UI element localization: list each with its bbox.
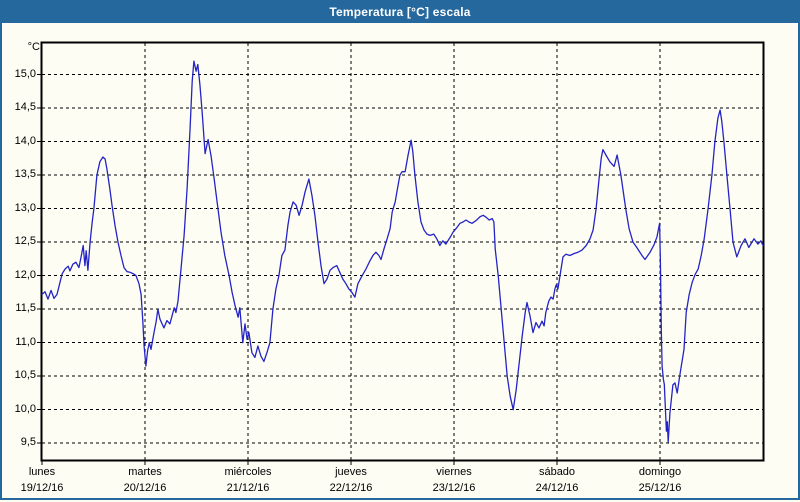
day-date-label: 22/12/16 bbox=[329, 482, 373, 494]
day-name-label: martes bbox=[128, 466, 162, 478]
day-name-label: lunes bbox=[28, 466, 56, 478]
y-tick-label: 14,5 bbox=[14, 101, 36, 114]
y-tick-label: 10,0 bbox=[14, 402, 36, 415]
day-date-label: 20/12/16 bbox=[123, 482, 167, 494]
day-name-label: viernes bbox=[436, 466, 472, 478]
y-tick-label: 13,5 bbox=[14, 168, 36, 181]
y-axis-unit-label: °C bbox=[27, 41, 40, 53]
day-date-label: 25/12/16 bbox=[638, 482, 682, 494]
window-title: Temperatura [°C] escala bbox=[329, 5, 471, 19]
day-name-label: domingo bbox=[638, 466, 682, 478]
y-tick-label: 15,0 bbox=[14, 67, 36, 80]
y-tick-label: 12,5 bbox=[14, 235, 36, 248]
y-tick-label: 11,0 bbox=[15, 335, 36, 348]
y-tick-label: 10,5 bbox=[14, 369, 36, 382]
plot-border bbox=[40, 41, 765, 462]
title-bar: Temperatura [°C] escala bbox=[2, 2, 798, 23]
day-date-label: 24/12/16 bbox=[535, 482, 579, 494]
day-date-label: 23/12/16 bbox=[432, 482, 476, 494]
day-date-label: 21/12/16 bbox=[226, 482, 270, 494]
y-tick-label: 13,0 bbox=[14, 201, 36, 214]
day-name-label: sábado bbox=[538, 466, 576, 478]
y-tick-label: 12,0 bbox=[14, 268, 36, 281]
y-tick-label: 9,5 bbox=[20, 436, 36, 449]
y-tick-label: 11,5 bbox=[15, 302, 36, 315]
y-tick-label: 14,0 bbox=[14, 134, 36, 147]
temperature-line bbox=[41, 60, 764, 443]
day-name-label: miércoles bbox=[224, 466, 272, 478]
day-name-label: jueves bbox=[335, 466, 367, 478]
day-date-label: 19/12/16 bbox=[20, 482, 64, 494]
